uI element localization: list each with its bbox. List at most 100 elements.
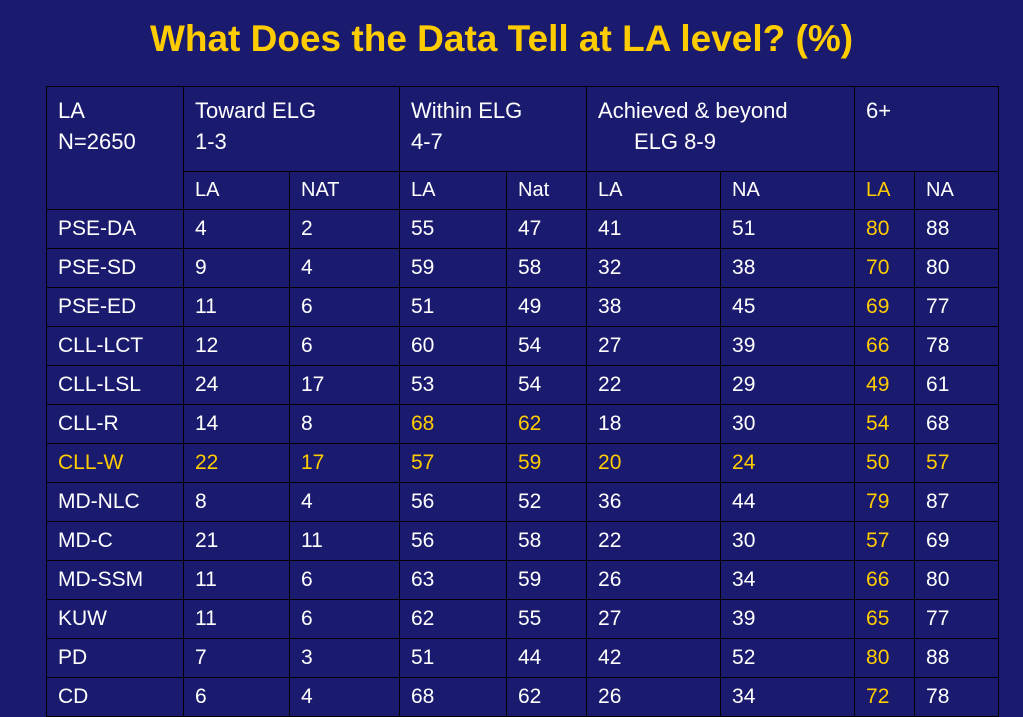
table-row: PSE-DA 4 2 55 47 41 51 80 88 (46, 209, 1000, 249)
value-cell: 66 (854, 326, 916, 366)
value-cell: 87 (914, 482, 1000, 522)
value-cell: 55 (505, 599, 588, 639)
value-cell: 52 (720, 638, 856, 678)
value-cell: 61 (914, 365, 1000, 405)
table-row: KUW 11 6 62 55 27 39 65 77 (46, 599, 1000, 639)
row-label-cell: CD (46, 677, 184, 717)
table-row: MD-C 21 11 56 58 22 30 57 69 (46, 521, 1000, 561)
value-cell: 66 (854, 560, 916, 600)
value-cell: 51 (720, 209, 856, 249)
value-cell: 39 (720, 326, 856, 366)
value-cell: 11 (183, 599, 290, 639)
value-cell: 88 (914, 209, 1000, 249)
value-cell: 54 (505, 326, 588, 366)
value-cell: 44 (720, 482, 856, 522)
table-row: PSE-ED 11 6 51 49 38 45 69 77 (46, 287, 1000, 327)
value-cell: 51 (399, 287, 507, 327)
subheader-row: LA NAT LA Nat LA NA LA NA (47, 171, 1000, 210)
value-cell: 4 (289, 248, 400, 288)
value-cell: 80 (854, 209, 916, 249)
value-cell: 57 (854, 521, 916, 561)
value-cell: 52 (505, 482, 588, 522)
value-cell: 27 (586, 326, 722, 366)
value-cell: 41 (586, 209, 722, 249)
value-cell: 20 (586, 443, 722, 483)
value-cell: 70 (854, 248, 916, 288)
value-cell: 22 (586, 521, 722, 561)
value-cell: 26 (586, 560, 722, 600)
value-cell: 56 (399, 482, 507, 522)
value-cell: 17 (289, 443, 400, 483)
value-cell: 8 (289, 404, 400, 444)
value-cell: 77 (914, 599, 1000, 639)
value-cell: 6 (289, 560, 400, 600)
value-cell: 26 (586, 677, 722, 717)
value-cell: 58 (505, 248, 588, 288)
value-cell: 24 (183, 365, 290, 405)
value-cell: 59 (505, 560, 588, 600)
value-cell: 77 (914, 287, 1000, 327)
group-header-range: 1-3 (195, 129, 227, 154)
value-cell: 9 (183, 248, 290, 288)
value-cell: 38 (720, 248, 856, 288)
value-cell: 80 (914, 248, 1000, 288)
value-cell: 3 (289, 638, 400, 678)
group-header-label: Toward ELG (195, 98, 317, 123)
table-row: CD 6 4 68 62 26 34 72 78 (46, 677, 1000, 717)
row-label-cell: MD-C (46, 521, 184, 561)
value-cell: 78 (914, 677, 1000, 717)
value-cell: 32 (586, 248, 722, 288)
value-cell: 34 (720, 677, 856, 717)
value-cell: 59 (399, 248, 507, 288)
subheader-cell: LA (183, 171, 290, 210)
value-cell: 42 (586, 638, 722, 678)
value-cell: 88 (914, 638, 1000, 678)
page-title: What Does the Data Tell at LA level? (%) (149, 18, 854, 59)
value-cell: 6 (289, 287, 400, 327)
group-header-six-plus: 6+ (854, 86, 1000, 172)
elg-results-table: LA N=2650 Toward ELG 1-3 Within ELG 4-7 … (46, 86, 1000, 717)
table-row: CLL-LSL 24 17 53 54 22 29 49 61 (46, 365, 1000, 405)
value-cell: 22 (183, 443, 290, 483)
value-cell: 54 (854, 404, 916, 444)
value-cell: 62 (505, 677, 588, 717)
subheader-cell: Nat (505, 171, 588, 210)
value-cell: 4 (289, 677, 400, 717)
row-label-cell: CLL-R (46, 404, 184, 444)
table-row: CLL-R 14 8 68 62 18 30 54 68 (46, 404, 1000, 444)
value-cell: 57 (399, 443, 507, 483)
row-label-cell: MD-NLC (46, 482, 184, 522)
value-cell: 8 (183, 482, 290, 522)
value-cell: 57 (914, 443, 1000, 483)
group-header-label: Achieved & beyond (598, 98, 788, 123)
value-cell: 4 (289, 482, 400, 522)
value-cell: 65 (854, 599, 916, 639)
value-cell: 68 (399, 404, 507, 444)
subheader-cell: LA (854, 171, 916, 210)
value-cell: 80 (914, 560, 1000, 600)
subheader-cell: NAT (289, 171, 400, 210)
value-cell: 60 (399, 326, 507, 366)
value-cell: 27 (586, 599, 722, 639)
value-cell: 69 (914, 521, 1000, 561)
value-cell: 72 (854, 677, 916, 717)
value-cell: 51 (399, 638, 507, 678)
value-cell: 6 (183, 677, 290, 717)
value-cell: 29 (720, 365, 856, 405)
value-cell: 50 (854, 443, 916, 483)
value-cell: 34 (720, 560, 856, 600)
row-label-cell: PSE-ED (46, 287, 184, 327)
value-cell: 78 (914, 326, 1000, 366)
value-cell: 39 (720, 599, 856, 639)
subheader-cell: LA (586, 171, 722, 210)
value-cell: 22 (586, 365, 722, 405)
value-cell: 17 (289, 365, 400, 405)
value-cell: 53 (399, 365, 507, 405)
group-header-label: 6+ (866, 98, 892, 123)
group-header-range: ELG 8-9 (634, 129, 716, 154)
corner-header-n: N=2650 (58, 129, 136, 154)
row-label-cell: CLL-LCT (46, 326, 184, 366)
table-row: CLL-LCT 12 6 60 54 27 39 66 78 (46, 326, 1000, 366)
value-cell: 21 (183, 521, 290, 561)
value-cell: 49 (854, 365, 916, 405)
